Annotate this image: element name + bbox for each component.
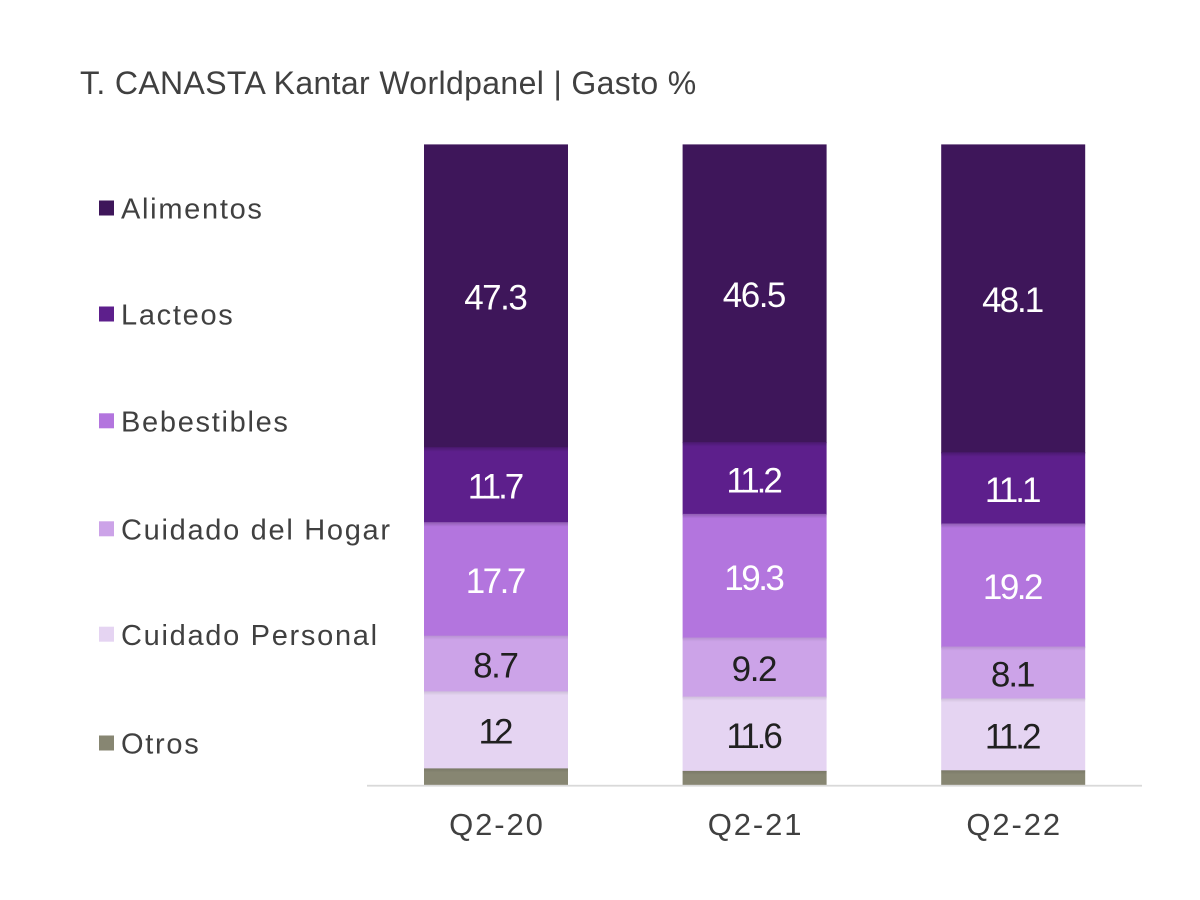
svg-text:T. CANASTA Kantar Worldpanel |: T. CANASTA Kantar Worldpanel | Gasto %	[80, 65, 697, 101]
svg-text:12: 12	[479, 712, 512, 751]
svg-text:Lacteos: Lacteos	[121, 300, 234, 332]
svg-text:Alimentos: Alimentos	[121, 194, 264, 226]
svg-text:47.3: 47.3	[464, 279, 526, 318]
svg-text:Q2-22: Q2-22	[966, 807, 1062, 842]
svg-text:48.1: 48.1	[982, 281, 1043, 320]
svg-text:19.2: 19.2	[983, 568, 1042, 607]
svg-text:9.2: 9.2	[732, 650, 776, 689]
svg-text:11.1: 11.1	[985, 471, 1040, 510]
svg-text:11.6: 11.6	[726, 717, 781, 756]
svg-text:11.7: 11.7	[468, 468, 523, 507]
svg-text:46.5: 46.5	[723, 276, 785, 315]
svg-text:Cuidado del Hogar: Cuidado del Hogar	[121, 514, 392, 546]
svg-text:8.1: 8.1	[991, 656, 1034, 695]
svg-text:Q2-21: Q2-21	[708, 807, 804, 842]
svg-text:11.2: 11.2	[726, 462, 781, 501]
svg-text:8.7: 8.7	[473, 647, 517, 686]
svg-text:17.7: 17.7	[466, 562, 525, 601]
svg-text:Cuidado Personal: Cuidado Personal	[121, 620, 379, 652]
svg-text:11.2: 11.2	[985, 717, 1040, 756]
svg-text:19.3: 19.3	[724, 559, 783, 598]
svg-text:Otros: Otros	[121, 729, 200, 761]
svg-text:Bebestibles: Bebestibles	[121, 406, 290, 438]
svg-text:Q2-20: Q2-20	[449, 807, 545, 842]
